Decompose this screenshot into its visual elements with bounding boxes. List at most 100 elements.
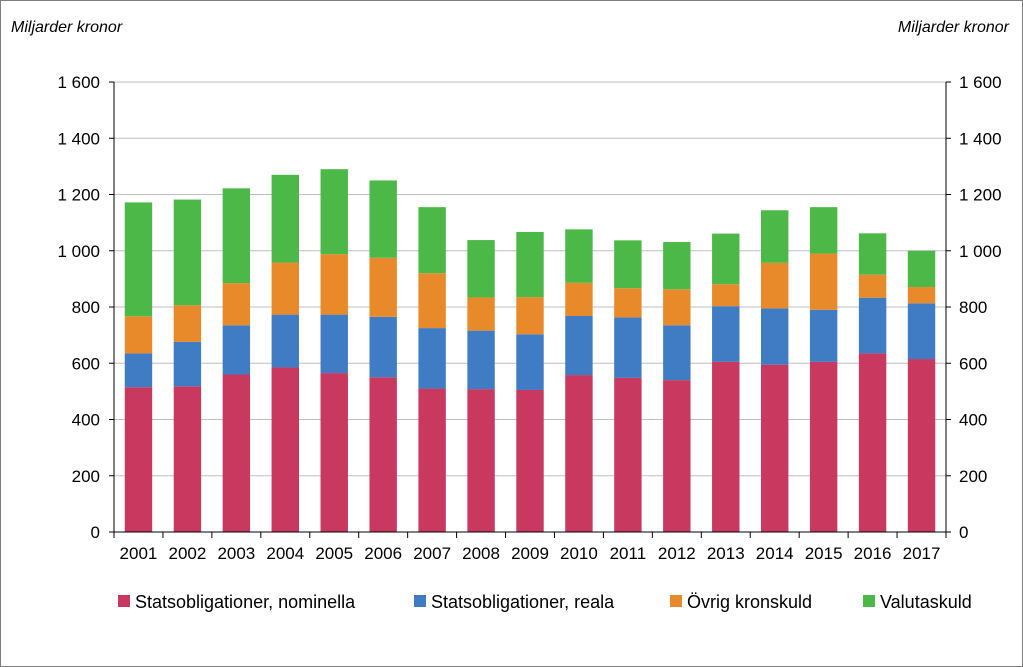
- bar-2017-series-4: [907, 250, 936, 288]
- x-tick-label: 2002: [168, 544, 206, 563]
- y-tick-label-right: 1 600: [959, 73, 1002, 92]
- bar-2014-series-2: [761, 308, 789, 365]
- bar-2016-series-1: [858, 353, 887, 532]
- bar-2010-series-1: [565, 375, 593, 532]
- bar-2014-series-4: [761, 210, 789, 263]
- bar-2011-series-1: [614, 377, 642, 532]
- bar-2004-series-4: [271, 174, 299, 263]
- y-tick-label-right: 200: [959, 467, 987, 486]
- bar-2005-series-1: [320, 373, 348, 532]
- x-tick-label: 2017: [903, 544, 941, 563]
- bar-2001-series-4: [124, 202, 153, 317]
- bar-2001-series-2: [124, 353, 153, 388]
- bar-2005-series-4: [320, 169, 348, 255]
- bar-2012-series-1: [663, 380, 691, 532]
- bar-2005-series-2: [320, 314, 348, 374]
- bar-2010-series-2: [565, 316, 593, 376]
- x-tick-label: 2004: [266, 544, 304, 563]
- bar-2006-series-3: [369, 257, 397, 317]
- bar-2017-series-2: [907, 303, 936, 360]
- bar-2015-series-1: [809, 361, 838, 532]
- x-tick-label: 2015: [805, 544, 843, 563]
- y-tick-label-left: 600: [72, 354, 100, 373]
- y-tick-label-left: 200: [72, 467, 100, 486]
- bar-2006-series-1: [369, 377, 397, 532]
- y-tick-label-right: 600: [959, 354, 987, 373]
- bar-2004-series-3: [271, 262, 299, 315]
- bar-2002-series-4: [173, 199, 202, 306]
- bar-2004-series-2: [271, 314, 299, 368]
- y-tick-label-left: 1 600: [57, 73, 100, 92]
- bar-2012-series-4: [663, 242, 691, 290]
- bar-2002-series-3: [173, 305, 202, 342]
- x-tick-label: 2007: [413, 544, 451, 563]
- bar-2017-series-3: [907, 287, 936, 304]
- bar-2014-series-1: [761, 364, 789, 532]
- bar-2009-series-3: [516, 297, 544, 335]
- legend: Statsobligationer, nominella Statsobligat…: [118, 592, 972, 612]
- bar-2011-series-4: [614, 240, 642, 289]
- bar-2016-series-2: [858, 297, 887, 354]
- axes-group: 0 0 200 200 400 400 600 600 800 800 1 000 1 000 1 20…: [57, 73, 1001, 563]
- legend-swatch-2: [414, 595, 426, 607]
- y-tick-label-right: 1 000: [959, 242, 1002, 261]
- x-tick-label: 2011: [610, 544, 647, 563]
- bar-2008-series-2: [467, 330, 495, 390]
- bar-2017-series-1: [907, 359, 936, 532]
- right-unit-label: Miljarder kronor: [898, 19, 1010, 36]
- legend-label-1: Statsobligationer, nominella: [135, 592, 356, 612]
- legend-label-2: Statsobligationer, reala: [431, 592, 615, 612]
- bar-2006-series-2: [369, 316, 397, 378]
- bar-2007-series-3: [418, 273, 446, 329]
- bar-2011-series-2: [614, 317, 642, 378]
- bar-2011-series-3: [614, 288, 642, 318]
- y-tick-label-left: 400: [72, 411, 100, 430]
- bar-2015-series-2: [809, 309, 838, 362]
- x-tick-label: 2001: [120, 544, 158, 563]
- y-tick-label-left: 1 400: [57, 129, 100, 148]
- bar-2012-series-2: [663, 325, 691, 381]
- bar-2008-series-1: [467, 389, 495, 532]
- y-tick-label-right: 400: [959, 411, 987, 430]
- y-tick-label-left: 800: [72, 298, 100, 317]
- y-tick-label-right: 1 200: [959, 186, 1002, 205]
- legend-label-3: Övrig kronskuld: [687, 592, 812, 612]
- bar-2004-series-1: [271, 367, 299, 532]
- bar-2012-series-3: [663, 289, 691, 326]
- legend-swatch-1: [118, 595, 130, 607]
- bar-2010-series-3: [565, 282, 593, 316]
- x-tick-label: 2006: [364, 544, 402, 563]
- bar-2005-series-3: [320, 254, 348, 315]
- x-tick-label: 2012: [658, 544, 696, 563]
- x-tick-label: 2005: [315, 544, 353, 563]
- y-tick-label-right: 1 400: [959, 129, 1002, 148]
- bar-2016-series-4: [858, 233, 887, 275]
- left-unit-label: Miljarder kronor: [11, 19, 123, 36]
- y-tick-label-right: 0: [959, 523, 968, 542]
- bars-group: [124, 169, 936, 532]
- bar-2001-series-3: [124, 316, 153, 354]
- x-tick-label: 2009: [511, 544, 549, 563]
- y-tick-label-left: 0: [91, 523, 100, 542]
- bar-2001-series-1: [124, 387, 153, 532]
- bar-2002-series-2: [173, 341, 202, 387]
- bar-2007-series-1: [418, 388, 446, 532]
- bar-2015-series-4: [809, 207, 838, 254]
- x-tick-label: 2016: [854, 544, 892, 563]
- bar-2008-series-4: [467, 240, 495, 298]
- legend-swatch-4: [863, 595, 875, 607]
- bar-2002-series-1: [173, 386, 202, 532]
- bar-2013-series-1: [712, 361, 740, 532]
- bar-2013-series-3: [712, 284, 740, 307]
- bar-2003-series-3: [222, 283, 251, 326]
- y-tick-label-right: 800: [959, 298, 987, 317]
- bar-2013-series-4: [712, 233, 740, 285]
- x-tick-label: 2013: [707, 544, 745, 563]
- x-tick-label: 2014: [756, 544, 794, 563]
- bar-2013-series-2: [712, 306, 740, 362]
- x-tick-label: 2003: [217, 544, 255, 563]
- x-tick-label: 2008: [462, 544, 500, 563]
- y-tick-label-left: 1 200: [57, 186, 100, 205]
- bar-2003-series-1: [222, 374, 251, 532]
